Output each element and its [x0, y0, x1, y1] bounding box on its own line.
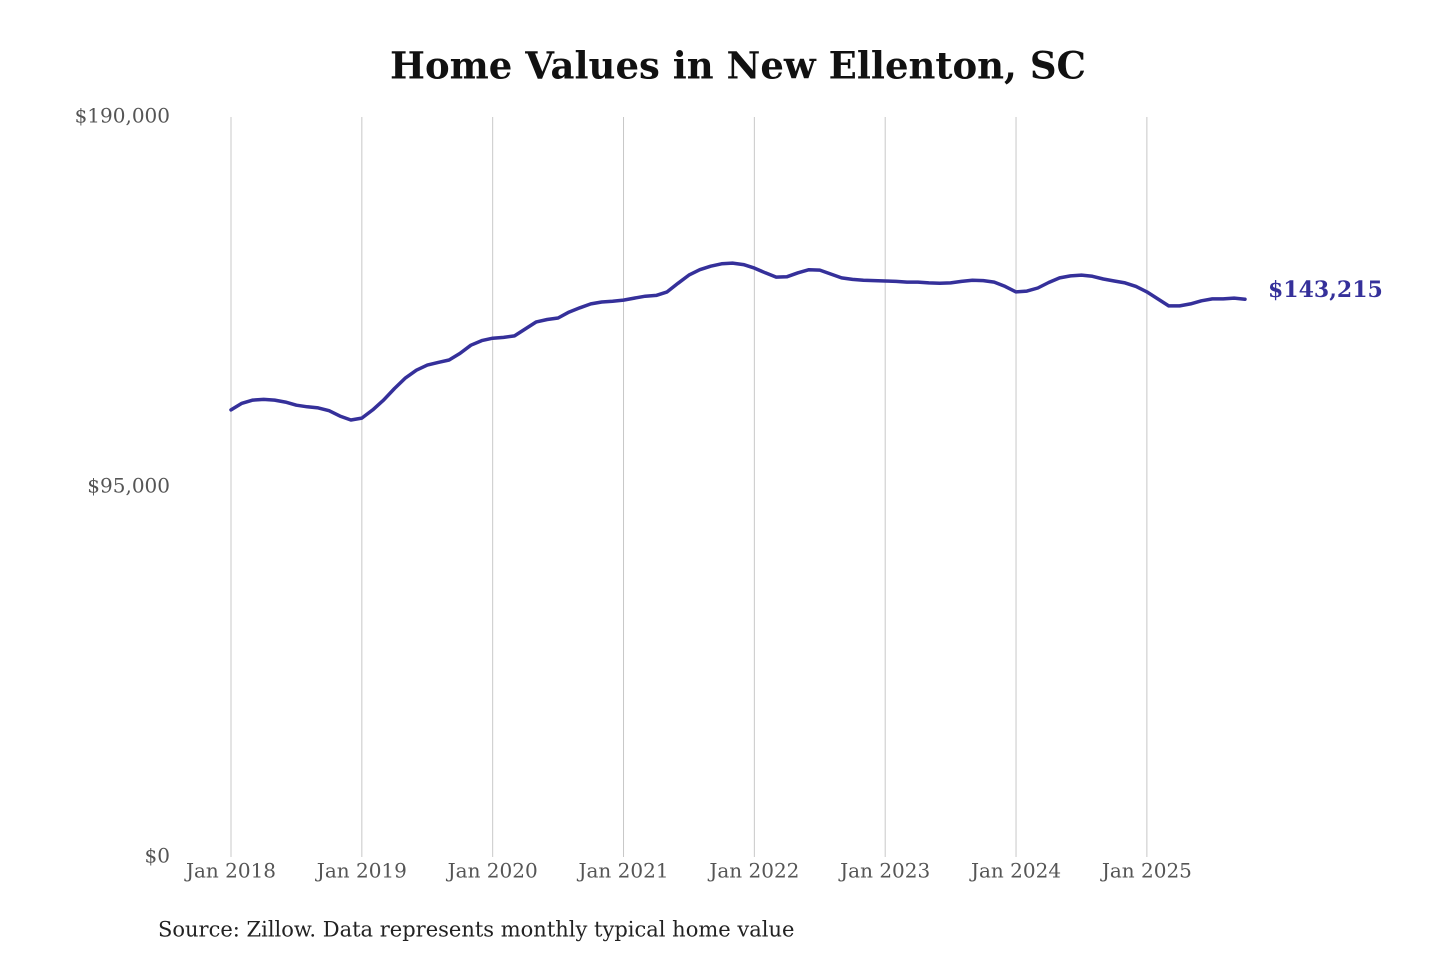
x-tick-label: Jan 2020 [446, 859, 538, 883]
value-label: $143,215 [1268, 277, 1383, 303]
source-note: Source: Zillow. Data represents monthly … [158, 918, 794, 942]
y-tick-label: $190,000 [75, 104, 170, 128]
x-tick-label: Jan 2022 [707, 859, 799, 883]
chart-title: Home Values in New Ellenton, SC [390, 44, 1086, 88]
x-tick-label: Jan 2021 [576, 859, 668, 883]
x-tick-label: Jan 2025 [1100, 859, 1192, 883]
x-tick-label: Jan 2019 [315, 859, 407, 883]
y-tick-label: $0 [145, 844, 170, 868]
y-tick-label: $95,000 [87, 474, 170, 498]
x-tick-label: Jan 2018 [184, 859, 276, 883]
x-tick-label: Jan 2024 [969, 859, 1061, 883]
data-line [229, 261, 1247, 422]
x-tick-label: Jan 2023 [838, 859, 930, 883]
